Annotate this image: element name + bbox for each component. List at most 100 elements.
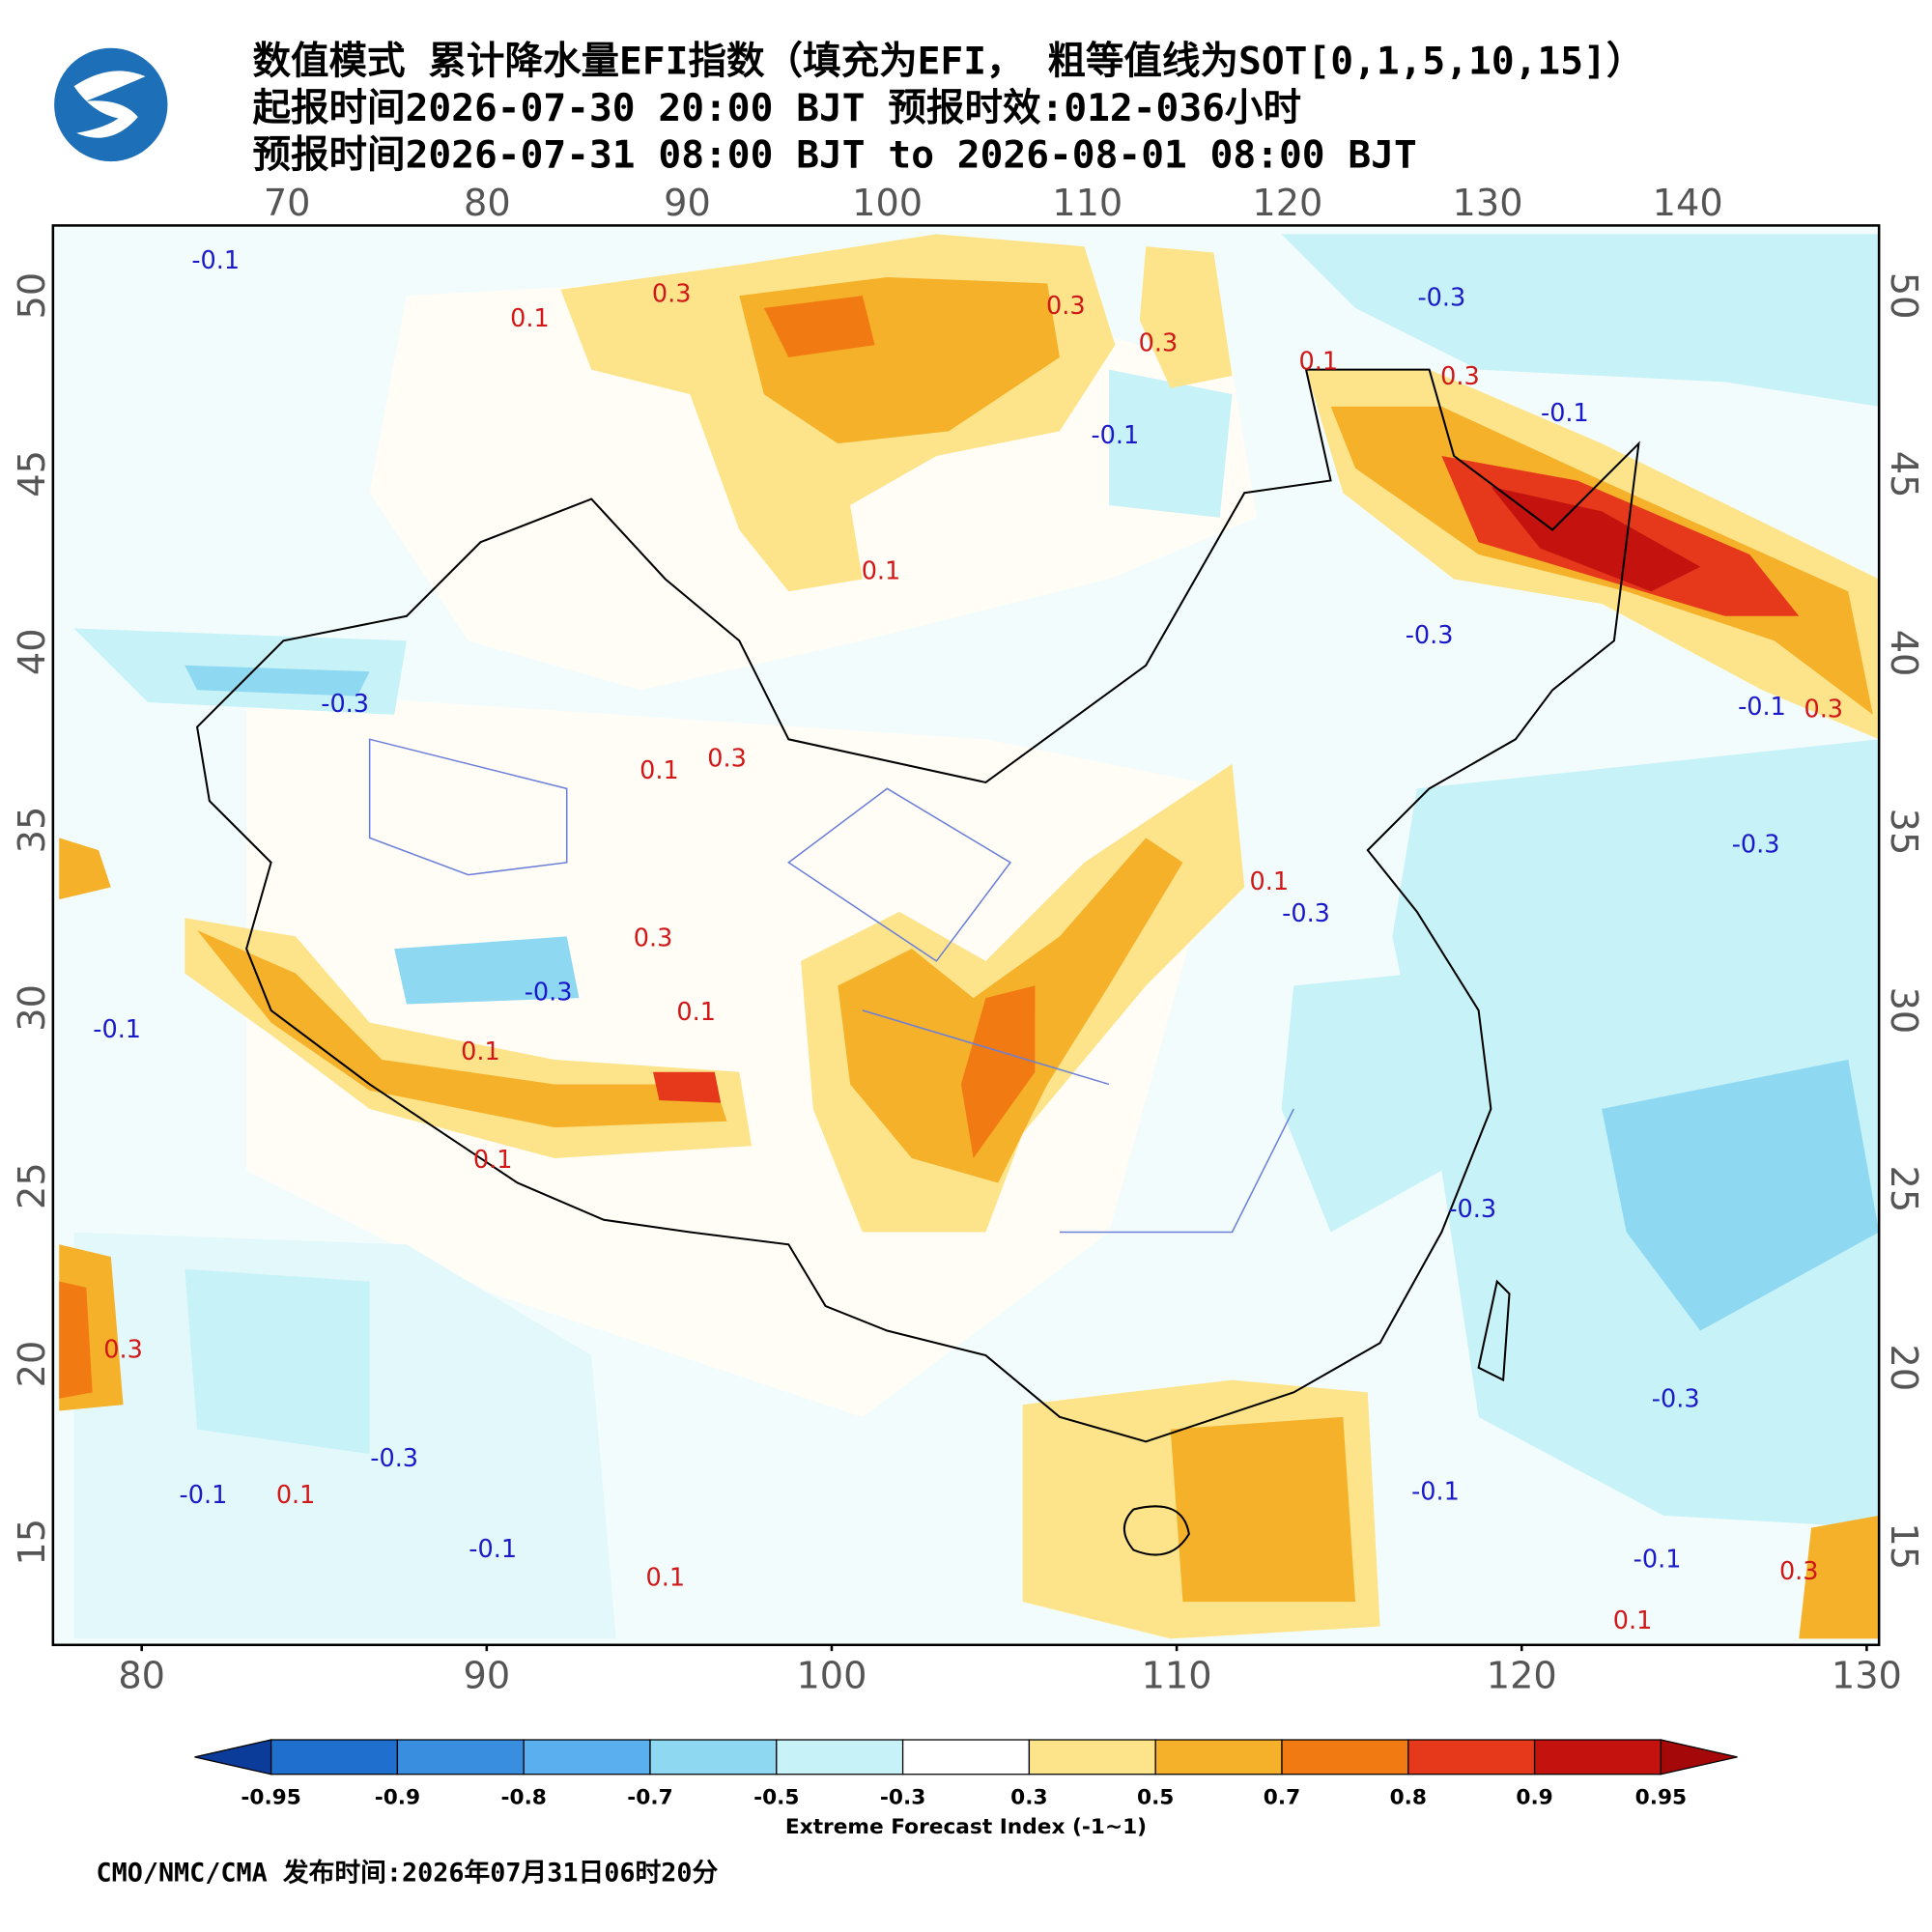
colorbar-box [649, 1739, 778, 1776]
contour-label: -0.1 [1634, 1545, 1682, 1574]
contour-label: 0.1 [473, 1146, 513, 1175]
contour-label: -0.1 [1091, 421, 1139, 450]
left-lat-label: 45 [11, 450, 54, 497]
title-block: 数值模式 累计降水量EFI指数（填充为EFI， 粗等值线为SOT[0,1,5,1… [252, 40, 1644, 178]
left-lat-label: 15 [11, 1519, 54, 1566]
contour-label: -0.3 [525, 979, 573, 1008]
shading [1491, 486, 1701, 592]
top-lon-label: 120 [1252, 182, 1322, 225]
top-lon-label: 90 [664, 182, 711, 225]
contour-label: -0.1 [93, 1015, 141, 1044]
left-lat-label: 25 [11, 1162, 54, 1209]
colorbar-tick-label: -0.8 [501, 1785, 547, 1809]
contour-label: -0.1 [191, 246, 240, 275]
contour-label: 0.1 [510, 304, 550, 333]
colorbar-tick-label: 0.5 [1137, 1785, 1174, 1809]
shading [1281, 234, 1880, 407]
colorbar-tick-label: 0.8 [1390, 1785, 1427, 1809]
shading [185, 665, 370, 696]
contour-label: 0.1 [862, 556, 901, 585]
right-lat-label: 30 [1882, 987, 1925, 1035]
right-lat-label: 50 [1882, 272, 1925, 320]
title-line: 预报时间2026-07-31 08:00 BJT to 2026-08-01 0… [252, 132, 1416, 177]
shading [1799, 1515, 1880, 1639]
colorbar-extend [194, 1739, 272, 1776]
colorbar-box [901, 1739, 1031, 1776]
colorbar-box [396, 1739, 525, 1776]
top-lon-label: 110 [1052, 182, 1122, 225]
contour-label: -0.1 [180, 1481, 228, 1510]
top-lon-label: 70 [264, 182, 311, 225]
bottom-lon-label: 110 [1142, 1654, 1212, 1697]
colorbar-box [1154, 1739, 1283, 1776]
bottom-lon-label: 120 [1487, 1654, 1557, 1697]
contour-label: 0.3 [634, 924, 673, 953]
colorbar-box [1281, 1739, 1409, 1776]
colorbar-box [270, 1739, 399, 1776]
colorbar-tick-label: 0.7 [1264, 1785, 1300, 1809]
contour-labels: -0.1 0.3 0.1 0.3 0.3 -0.3 0.3 0.1 -0.1 -0.1 0.1 -0.… [93, 246, 1843, 1635]
shading [1170, 1416, 1356, 1603]
right-lat-label: 45 [1882, 451, 1925, 498]
shading [1139, 246, 1233, 388]
contour-label: -0.3 [1732, 831, 1780, 860]
colorbar-tick-label: -0.7 [627, 1785, 672, 1809]
shading [653, 1071, 722, 1103]
colorbar: -0.95 -0.9 -0.8 -0.7 -0.5 -0.3 0.3 0.5 0.7 0.8 0.9… [194, 1739, 1738, 1839]
contour-label: 0.1 [276, 1481, 316, 1510]
colorbar-extend [1660, 1739, 1738, 1776]
colorbar-tick-label: -0.95 [241, 1785, 300, 1809]
top-lon-label: 140 [1653, 182, 1723, 225]
colorbar-tick-label: 0.9 [1516, 1785, 1552, 1809]
contour-label: 0.3 [1804, 695, 1843, 724]
contour-label: 0.1 [645, 1564, 685, 1593]
colorbar-label: Extreme Forecast Index (-1~1) [785, 1815, 1147, 1839]
map-frame [51, 224, 1881, 1647]
border [1122, 1505, 1190, 1556]
bottom-lon-label: 100 [796, 1654, 867, 1697]
colorbar-tick-label: -0.3 [880, 1785, 925, 1809]
contour-label: -0.3 [1652, 1385, 1700, 1414]
left-lat-label: 50 [11, 272, 54, 320]
contour-label: -0.3 [1406, 621, 1454, 650]
left-lat-label: 40 [11, 628, 54, 675]
colorbar-box [1028, 1739, 1156, 1776]
contour-label: -0.3 [1448, 1195, 1496, 1224]
contour-label: -0.3 [1282, 899, 1330, 928]
right-lat-label: 15 [1882, 1522, 1925, 1570]
bottom-lon-label: 130 [1832, 1654, 1902, 1697]
shading [197, 930, 727, 1128]
contour-label: 0.1 [639, 756, 679, 785]
colorbar-tick-label: -0.5 [753, 1785, 799, 1809]
contour-label: 0.3 [103, 1336, 143, 1365]
right-lat-label: 20 [1882, 1344, 1925, 1391]
footer: CMO/NMC/CMA 发布时间:2026年07月31日06时20分 [96, 1858, 718, 1889]
bottom-lon-label: 80 [118, 1654, 165, 1697]
bottom-lon-label: 90 [463, 1654, 510, 1697]
axis-ticks: 70 80 90 100 110 120 130 140 80 90 100 110 120 130 50 4… [11, 182, 1925, 1697]
contour-label: -0.1 [1738, 693, 1786, 722]
colorbar-box [1533, 1739, 1662, 1776]
shading [1108, 369, 1233, 518]
colorbar-tick-label: 0.95 [1635, 1785, 1687, 1809]
top-lon-label: 100 [852, 182, 923, 225]
colorbar-box [776, 1739, 904, 1776]
contour-label: -0.1 [1541, 399, 1589, 428]
contour-label: 0.3 [1440, 362, 1480, 391]
contour-label: 0.3 [707, 744, 747, 773]
shading [394, 936, 580, 1005]
contour-label: 0.1 [676, 998, 716, 1027]
shading [185, 1268, 370, 1455]
colorbar-box [523, 1739, 651, 1776]
river [368, 738, 1294, 1234]
logo [54, 47, 168, 162]
right-lat-label: 25 [1882, 1166, 1925, 1213]
shading [1281, 973, 1442, 1233]
left-lat-label: 20 [11, 1341, 54, 1388]
colorbar-tick-label: 0.3 [1010, 1785, 1047, 1809]
contour-label: -0.3 [370, 1444, 418, 1473]
contour-label: 0.3 [1139, 329, 1179, 358]
shading [59, 838, 111, 900]
contour-label: 0.1 [1249, 867, 1289, 896]
